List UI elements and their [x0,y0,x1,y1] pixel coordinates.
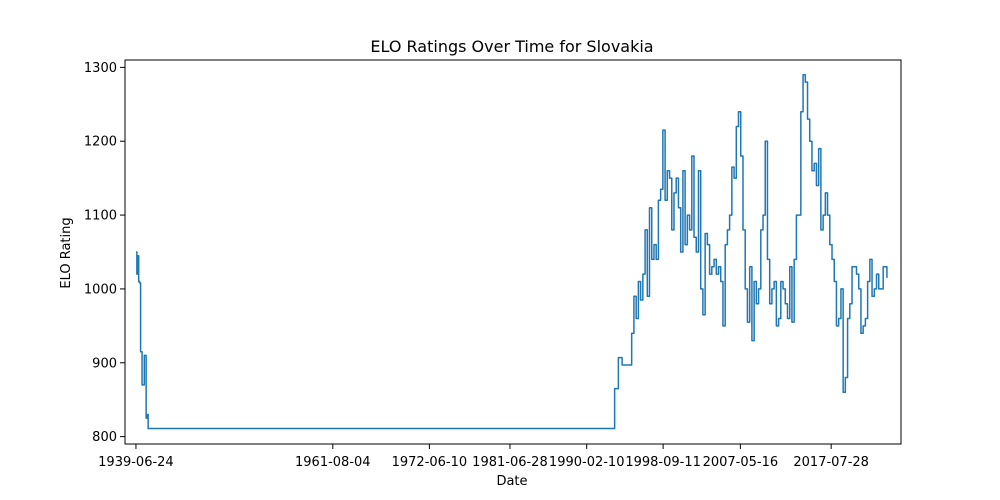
x-tick-label: 2007-05-16 [703,455,779,470]
y-axis-label: ELO Rating [59,217,74,288]
y-tick-label: 1200 [84,135,117,150]
plot-area [135,74,888,430]
elo-series-line [135,74,888,430]
plot-frame [124,59,902,445]
y-tick-label: 1000 [84,282,117,297]
x-tick-label: 1939-06-24 [98,455,174,470]
y-axis: 800 900 1000 1100 1200 1300 [84,61,125,445]
x-tick-label: 1961-08-04 [295,455,371,470]
chart-title: ELO Ratings Over Time for Slovakia [370,37,653,56]
y-tick-label: 900 [92,356,117,371]
x-axis-label: Date [496,474,527,489]
x-tick-label: 1981-06-28 [472,455,548,470]
x-tick-label: 1998-09-11 [625,455,701,470]
y-tick-label: 800 [92,430,117,445]
y-tick-label: 1300 [84,61,117,76]
x-tick-label: 1990-02-10 [549,455,625,470]
x-axis: 1939-06-24 1961-08-04 1972-06-10 1981-06-28… [98,444,869,470]
x-tick-label: 1972-06-10 [392,455,468,470]
y-tick-label: 1100 [84,209,117,224]
x-tick-label: 2017-07-28 [793,455,869,470]
